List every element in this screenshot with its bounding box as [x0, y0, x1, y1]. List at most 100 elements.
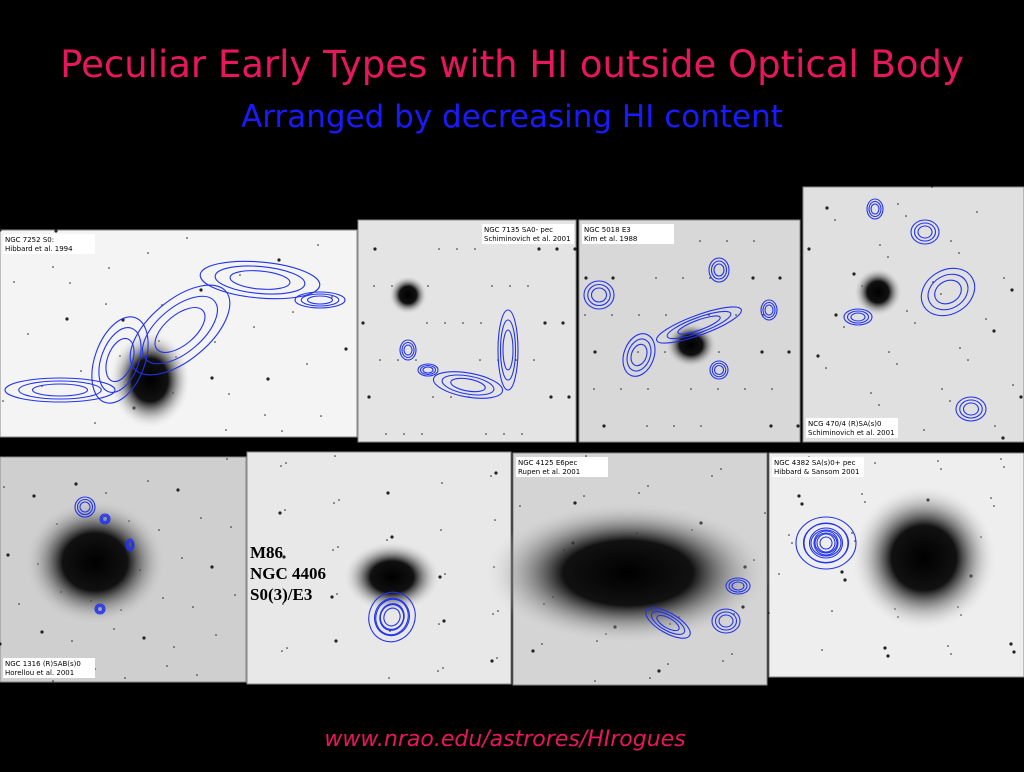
star — [797, 494, 801, 498]
star — [334, 455, 336, 457]
hi-contour — [590, 287, 608, 303]
star — [105, 303, 107, 305]
star — [1000, 458, 1002, 460]
star — [438, 623, 440, 625]
star — [584, 314, 586, 316]
hi-contour — [74, 496, 96, 518]
star — [682, 277, 684, 279]
star — [788, 534, 790, 536]
star — [851, 532, 853, 534]
star — [331, 296, 333, 298]
star — [147, 480, 149, 482]
star — [768, 612, 770, 614]
star — [527, 285, 529, 287]
star — [753, 240, 755, 242]
star — [611, 314, 613, 316]
star — [438, 248, 440, 250]
hi-contour — [294, 291, 346, 309]
star — [71, 640, 73, 642]
star — [480, 322, 482, 324]
label-box — [3, 658, 95, 678]
star — [940, 468, 942, 470]
star — [771, 388, 773, 390]
label-box — [806, 418, 898, 438]
hi-contour — [125, 538, 135, 552]
star — [638, 314, 640, 316]
star — [976, 211, 978, 213]
star — [657, 669, 661, 673]
star — [264, 414, 266, 416]
star — [52, 680, 54, 682]
star — [373, 285, 375, 287]
star — [0, 642, 2, 646]
panel-label: NGC 4382 SA(s)0+ pec — [774, 459, 856, 467]
galaxy — [23, 498, 167, 626]
hi-contour — [76, 498, 94, 516]
star — [751, 276, 755, 280]
star — [503, 433, 505, 435]
hi-contour — [731, 581, 745, 591]
star — [186, 237, 188, 239]
star — [800, 502, 804, 506]
star — [284, 509, 286, 511]
hi-contour — [718, 614, 734, 628]
hi-contour — [816, 533, 836, 553]
star — [496, 657, 498, 659]
star — [1012, 650, 1016, 654]
hi-contour — [711, 608, 741, 634]
star — [744, 388, 746, 390]
galaxy — [484, 501, 772, 645]
star — [787, 350, 791, 354]
star — [718, 351, 720, 353]
hi-contour — [306, 295, 334, 305]
hi-contour — [934, 279, 962, 305]
panel-label: Horellou et al. 2001 — [5, 669, 74, 677]
star — [440, 529, 442, 531]
hi-contour — [18, 380, 102, 400]
hi-contour — [666, 310, 732, 340]
star — [142, 636, 146, 640]
panel-image — [802, 186, 1024, 443]
galaxy — [388, 275, 428, 315]
star — [485, 433, 487, 435]
hi-contour — [656, 614, 680, 632]
hi-contour — [587, 283, 611, 307]
hi-contour — [383, 607, 401, 627]
star — [720, 468, 722, 470]
star — [573, 501, 577, 505]
hi-contour — [142, 295, 218, 365]
star — [1003, 277, 1005, 279]
star — [543, 321, 547, 325]
hi-contour — [762, 301, 776, 319]
star — [105, 492, 107, 494]
star — [896, 363, 898, 365]
panel-label: Schiminovich et al. 2001 — [808, 429, 895, 437]
panel-label: Kim et al. 1988 — [584, 235, 637, 243]
image-panel: M86 NGC 4406 S0(3)/E3 — [246, 451, 512, 685]
hi-contour — [709, 360, 729, 380]
star — [234, 594, 236, 596]
star — [373, 247, 377, 251]
star — [286, 647, 288, 649]
star — [442, 667, 444, 669]
star — [228, 393, 230, 395]
hi-contour — [714, 611, 738, 631]
star — [281, 650, 283, 652]
hi-contour — [866, 198, 884, 220]
panel-label: Schiminovich et al. 2001 — [484, 235, 571, 243]
star — [176, 488, 180, 492]
hi-contour — [808, 527, 844, 559]
hi-contour — [450, 377, 486, 393]
label-box — [516, 457, 608, 477]
star — [69, 282, 71, 284]
star — [18, 603, 20, 605]
hi-contour — [100, 514, 110, 524]
star — [230, 526, 232, 528]
star — [113, 628, 115, 630]
hi-contour — [154, 307, 206, 353]
hi-contour — [94, 603, 106, 615]
star — [403, 433, 405, 435]
